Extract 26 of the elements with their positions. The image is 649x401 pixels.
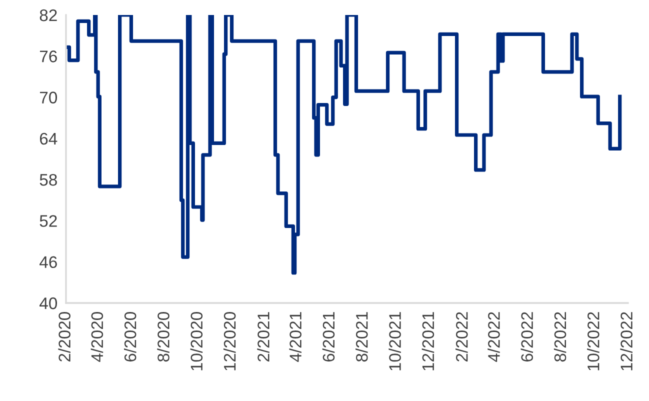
x-tick-label: 8/2022 xyxy=(554,312,566,362)
x-tick-label: 10/2020 xyxy=(190,312,203,370)
x-tick-label: 6/2020 xyxy=(124,312,136,362)
x-tick-label: 2/2022 xyxy=(456,312,468,362)
y-tick-label: 76 xyxy=(40,50,57,62)
y-tick-label: 58 xyxy=(40,174,57,186)
x-tick-label: 8/2020 xyxy=(157,312,170,362)
y-tick-label: 70 xyxy=(40,92,58,104)
x-tick-label: 12/2020 xyxy=(223,312,236,370)
x-tick-label: 12/2021 xyxy=(422,312,434,370)
x-tick-label: 6/2022 xyxy=(520,312,534,362)
x-tick-label: 8/2021 xyxy=(356,312,368,362)
x-tick-label: 4/2022 xyxy=(488,312,500,362)
y-tick-label: 52 xyxy=(40,215,57,227)
x-tick-label: 4/2021 xyxy=(289,312,302,362)
x-tick-label: 10/2022 xyxy=(587,312,600,370)
x-tick-label: 2/2020 xyxy=(58,312,70,362)
x-tick-label: 4/2020 xyxy=(90,312,104,362)
y-tick-label: 82 xyxy=(40,9,57,22)
x-tick-label: 10/2021 xyxy=(388,312,401,370)
y-tick-label: 46 xyxy=(40,256,57,268)
x-tick-label: 6/2021 xyxy=(322,312,335,362)
x-tick-label: 2/2021 xyxy=(257,312,270,362)
x-tick-label: 12/2022 xyxy=(620,312,632,370)
y-tick-label: 40 xyxy=(40,297,58,310)
y-tick-label: 64 xyxy=(40,132,58,145)
